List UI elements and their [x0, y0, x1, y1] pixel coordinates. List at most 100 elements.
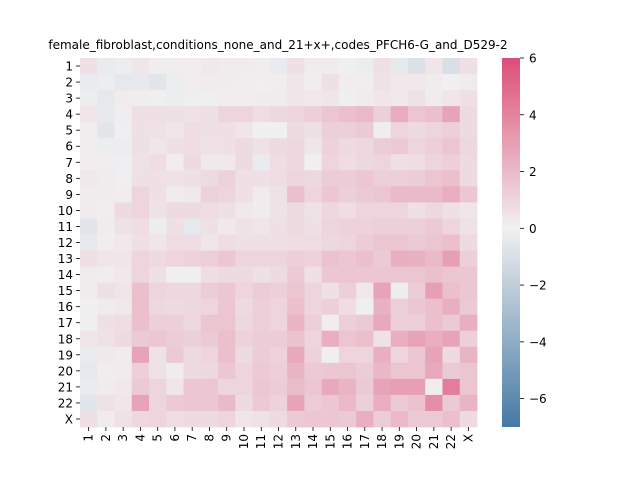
heatmap-cell	[338, 106, 357, 123]
heatmap-cell	[442, 202, 461, 219]
heatmap-cell	[407, 170, 426, 187]
heatmap-cell	[97, 58, 115, 75]
heatmap-cell	[459, 218, 478, 235]
heatmap-cell	[356, 314, 374, 332]
heatmap-cell	[338, 186, 357, 203]
heatmap-cell	[442, 314, 461, 332]
heatmap-cell	[442, 90, 461, 107]
heatmap-cell	[252, 90, 271, 107]
heatmap-cell	[131, 122, 150, 139]
heatmap-cell	[200, 202, 219, 219]
heatmap-cell	[97, 74, 115, 91]
row-label: 18	[58, 332, 73, 346]
heatmap-cell	[425, 234, 443, 251]
heatmap-cell	[304, 314, 323, 332]
heatmap-cell	[373, 186, 392, 203]
heatmap-cell	[442, 234, 461, 251]
colorbar-tick-label: −6	[529, 392, 547, 406]
heatmap-cell	[218, 250, 236, 267]
heatmap-cell	[149, 186, 167, 203]
heatmap-cell	[149, 298, 167, 316]
heatmap-cell	[114, 90, 133, 107]
heatmap-cell	[200, 362, 219, 380]
heatmap-cell	[425, 186, 443, 203]
heatmap-cell	[304, 330, 323, 348]
heatmap-cell	[459, 314, 478, 332]
heatmap-cell	[218, 378, 236, 396]
heatmap-cell	[80, 138, 98, 155]
heatmap-cell	[356, 346, 374, 364]
heatmap-cell	[252, 138, 271, 155]
heatmap-cell	[114, 154, 133, 171]
heatmap-cell	[97, 170, 115, 187]
column-label: 8	[202, 434, 216, 442]
heatmap-cell	[114, 282, 133, 300]
heatmap-cell	[252, 378, 271, 396]
heatmap-cell	[304, 394, 323, 412]
heatmap-cell	[235, 410, 254, 428]
heatmap-cell	[80, 378, 98, 396]
heatmap-cell	[356, 362, 374, 380]
heatmap-cell	[131, 170, 150, 187]
heatmap-cell	[321, 186, 340, 203]
heatmap-cell	[459, 138, 478, 155]
column-label: 17	[358, 434, 372, 449]
column-label: 13	[289, 434, 303, 449]
heatmap-cell	[235, 346, 254, 364]
heatmap-cell	[442, 330, 461, 348]
heatmap-cell	[459, 74, 478, 91]
heatmap-cell	[114, 58, 133, 75]
heatmap-cell	[287, 298, 305, 316]
heatmap-cell	[235, 90, 254, 107]
heatmap-cell	[166, 202, 184, 219]
heatmap-cell	[407, 202, 426, 219]
colorbar-tick-label: 0	[529, 222, 537, 236]
heatmap-cell	[304, 410, 323, 428]
heatmap-cell	[304, 250, 323, 267]
heatmap-cell	[235, 122, 254, 139]
heatmap-cell	[114, 266, 133, 284]
heatmap-cell	[97, 218, 115, 235]
heatmap-cell	[97, 202, 115, 219]
heatmap-cell	[200, 138, 219, 155]
heatmap-cell	[131, 154, 150, 171]
heatmap-cell	[97, 378, 115, 396]
heatmap-cell	[390, 282, 409, 300]
heatmap-cell	[97, 298, 115, 316]
heatmap-cell	[252, 250, 271, 267]
heatmap-cell	[287, 410, 305, 428]
heatmap-cell	[200, 170, 219, 187]
row-label: 7	[65, 156, 73, 170]
heatmap-cell	[407, 346, 426, 364]
heatmap-cell	[287, 378, 305, 396]
heatmap-cell	[183, 330, 202, 348]
heatmap-cell	[200, 410, 219, 428]
heatmap-cell	[287, 346, 305, 364]
heatmap-cell	[166, 90, 184, 107]
heatmap-cell	[459, 282, 478, 300]
heatmap-cell	[304, 298, 323, 316]
heatmap-cell	[114, 74, 133, 91]
column-label: 6	[168, 434, 182, 442]
heatmap-cell	[235, 138, 254, 155]
heatmap-cell	[425, 106, 443, 123]
heatmap-cell	[425, 266, 443, 284]
heatmap-cell	[114, 170, 133, 187]
heatmap-cell	[287, 154, 305, 171]
heatmap-cell	[321, 58, 340, 75]
heatmap-cell	[200, 266, 219, 284]
heatmap-cell	[459, 202, 478, 219]
heatmap-cell	[373, 346, 392, 364]
heatmap-cell	[407, 250, 426, 267]
heatmap-cell	[149, 106, 167, 123]
heatmap-cell	[390, 202, 409, 219]
heatmap-cell	[321, 154, 340, 171]
heatmap-cell	[304, 362, 323, 380]
heatmap-cell	[166, 282, 184, 300]
heatmap-cell	[218, 106, 236, 123]
heatmap-cell	[114, 234, 133, 251]
heatmap-cell	[149, 74, 167, 91]
heatmap-cell	[166, 394, 184, 412]
row-label: 12	[58, 236, 73, 250]
heatmap-cell	[235, 186, 254, 203]
